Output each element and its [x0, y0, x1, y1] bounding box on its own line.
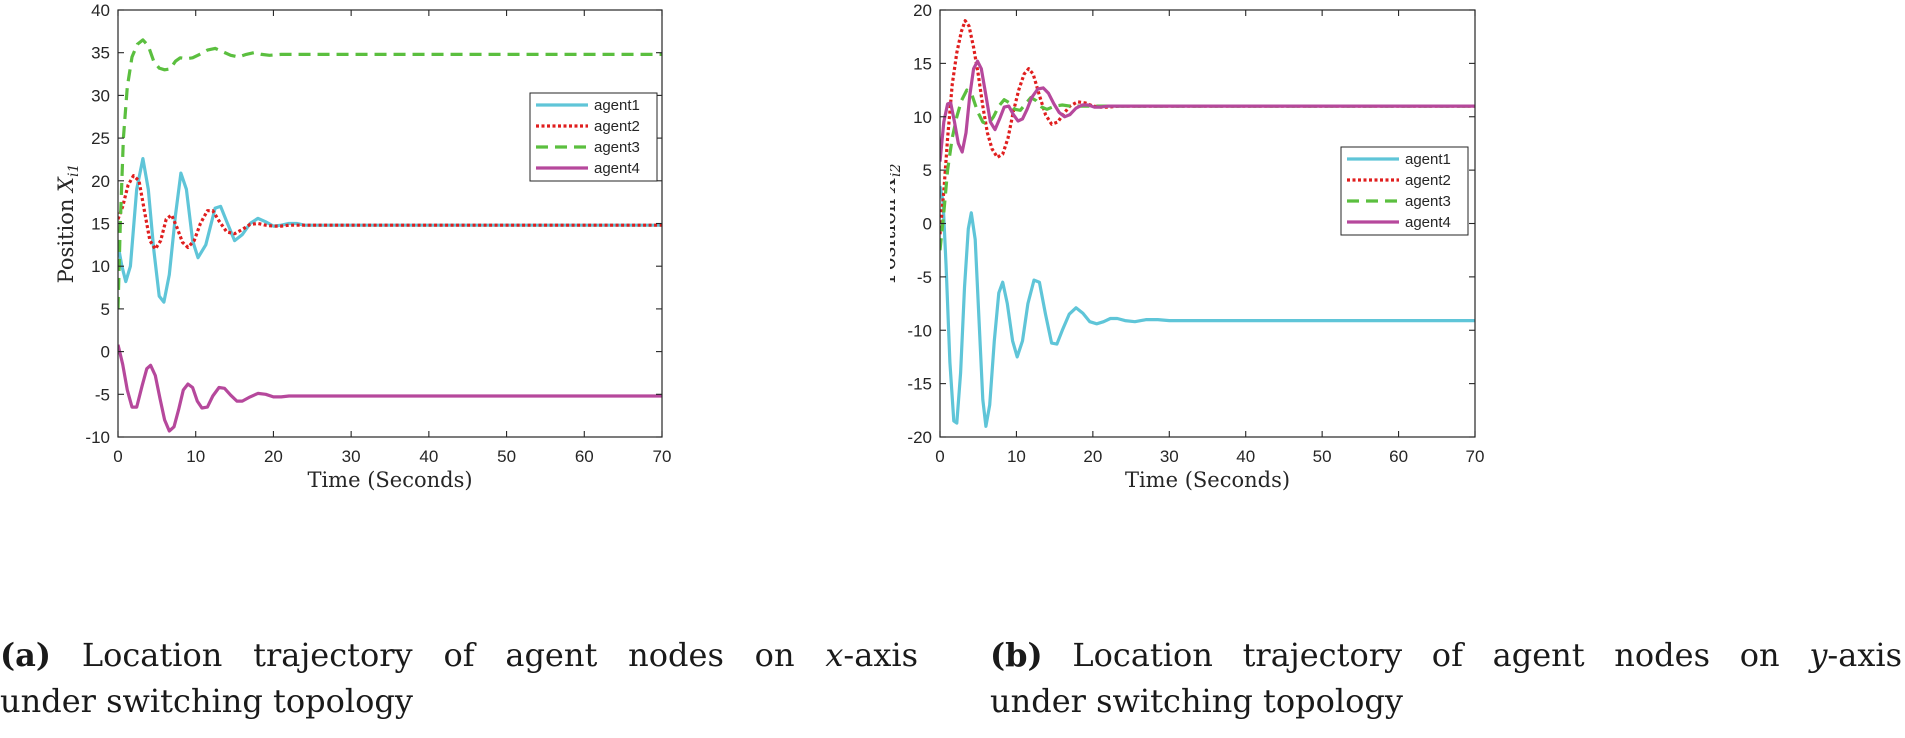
y-tick-label: 0	[923, 215, 932, 234]
y-tick-label: 20	[91, 172, 110, 191]
legend: agent1 agent2 agent3 agent4	[529, 92, 658, 182]
legend-label-agent1: agent1	[1405, 151, 1451, 168]
caption-b: (b) Location trajectory of agent nodes o…	[990, 632, 1902, 724]
legend-box	[529, 92, 658, 182]
y-tick-label: 5	[101, 300, 110, 319]
y-tick-label: 30	[91, 86, 110, 105]
x-tick-label: 30	[342, 447, 361, 466]
legend-label-agent3: agent3	[594, 139, 640, 156]
chart-b: 0 10 20 30 40 50 60 70 -20 -15 -10 -5 0 5 10 15 20 Time (…	[890, 1, 1485, 492]
x-tick-label: 70	[653, 447, 672, 466]
x-tick-label: 20	[1083, 447, 1102, 466]
y-axis-label-sub: i2	[890, 164, 904, 177]
plot-area	[118, 10, 662, 437]
legend: agent1 agent2 agent3 agent4	[1340, 146, 1469, 236]
x-tick-label: 50	[1313, 447, 1332, 466]
y-axis-label-var: X	[54, 176, 78, 194]
x-tick-label: 60	[575, 447, 594, 466]
y-tick-label: 25	[91, 129, 110, 148]
y-tick-label: -5	[95, 385, 110, 404]
y-tick-label: -5	[917, 268, 932, 287]
caption-b-line2: under switching topology	[990, 682, 1403, 720]
y-axis-label-prefix: Position	[890, 192, 900, 283]
y-axis-label: Position Xi2	[890, 164, 904, 284]
y-tick-label: 10	[91, 257, 110, 276]
y-tick-label: -15	[907, 375, 932, 394]
legend-box	[1340, 146, 1469, 236]
x-tick-label: 0	[935, 447, 944, 466]
y-tick-label: 15	[913, 54, 932, 73]
series-line-agent2	[940, 19, 1475, 235]
x-tick-label: 20	[264, 447, 283, 466]
caption-a-suffix: -axis	[843, 636, 919, 674]
caption-b-text: Location trajectory of agent nodes on	[1072, 636, 1810, 674]
y-tick-label: 15	[91, 215, 110, 234]
caption-a-line1: (a) Location trajectory of agent nodes o…	[0, 632, 918, 678]
x-tick-label: 0	[113, 447, 122, 466]
chart-a: 0 10 20 30 40 50 60 70 -10 -5 0 5 10 15 20 25 30 35 40 Time…	[54, 1, 672, 492]
x-tick-label: 50	[497, 447, 516, 466]
legend-label-agent1: agent1	[594, 97, 640, 114]
y-axis-label: Position Xi1	[54, 164, 82, 284]
caption-b-label: (b)	[990, 636, 1043, 674]
y-tick-label: 40	[91, 1, 110, 20]
caption-a-label: (a)	[0, 636, 52, 674]
x-tick-label: 60	[1389, 447, 1408, 466]
x-tick-label: 70	[1466, 447, 1485, 466]
y-tick-label: -10	[907, 321, 932, 340]
x-tick-label: 40	[1236, 447, 1255, 466]
x-axis-label: Time (Seconds)	[1125, 468, 1290, 492]
y-axis-label-sub: i1	[66, 164, 82, 177]
x-tick-label: 10	[186, 447, 205, 466]
legend-label-agent4: agent4	[1405, 214, 1451, 231]
y-tick-label: 0	[101, 343, 110, 362]
series-line-agent4	[940, 59, 1475, 162]
y-tick-label: -10	[85, 428, 110, 447]
caption-a: (a) Location trajectory of agent nodes o…	[0, 632, 918, 724]
legend-label-agent2: agent2	[594, 118, 640, 135]
series-line-agent4	[118, 344, 662, 433]
y-tick-label: 10	[913, 108, 932, 127]
x-axis-label: Time (Seconds)	[307, 468, 472, 492]
x-tick-label: 40	[419, 447, 438, 466]
y-tick-label: -20	[907, 428, 932, 447]
caption-b-axis: y	[1809, 636, 1828, 674]
legend-label-agent2: agent2	[1405, 172, 1451, 189]
y-axis-label-var: X	[890, 176, 900, 194]
caption-b-suffix: -axis	[1827, 636, 1903, 674]
y-axis-label-prefix: Position	[54, 192, 78, 283]
series-line-agent2	[118, 174, 662, 251]
caption-a-text: Location trajectory of agent nodes on	[81, 636, 826, 674]
y-tick-label: 35	[91, 44, 110, 63]
y-tick-label: 20	[913, 1, 932, 20]
y-tick-label: 5	[923, 161, 932, 180]
caption-b-line1: (b) Location trajectory of agent nodes o…	[990, 632, 1902, 678]
caption-a-axis: x	[825, 636, 844, 674]
caption-a-line2: under switching topology	[0, 682, 413, 720]
legend-label-agent4: agent4	[594, 160, 640, 177]
x-tick-label: 10	[1007, 447, 1026, 466]
series-line-agent1	[940, 185, 1475, 428]
legend-label-agent3: agent3	[1405, 193, 1451, 210]
series-line-agent3	[940, 88, 1475, 251]
x-tick-label: 30	[1160, 447, 1179, 466]
